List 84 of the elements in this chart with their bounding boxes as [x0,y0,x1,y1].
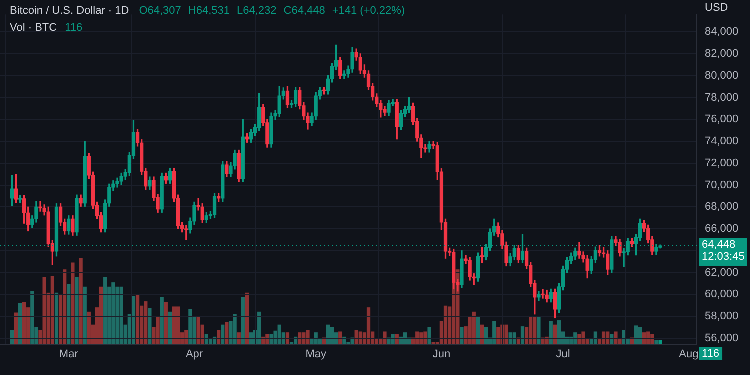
y-tick-label: 74,000 [705,136,739,148]
bar [172,306,176,345]
bar [30,291,34,345]
y-tick-label: 72,000 [705,157,739,170]
x-tick-label: Apr [186,348,204,361]
bar [225,322,229,345]
bar [63,270,67,345]
bar [654,340,658,345]
y-tick-label: 78,000 [705,92,739,104]
x-tick-label: Jul [556,348,570,361]
annotation: L64,232 [236,5,277,18]
x-tick-label: Aug [679,348,699,361]
y-axis-title: USD [705,2,728,14]
bar [196,316,200,345]
y-tick-label: 60,000 [705,288,739,301]
bar [164,302,168,345]
bar [120,286,124,345]
bar [156,316,160,345]
x-tick-label: Jun [432,348,451,361]
bar [188,309,192,345]
bar [75,277,79,345]
bar [99,286,104,345]
bar [136,294,140,345]
bar [79,258,83,345]
bar [383,332,387,345]
annotation: C64,448 [284,5,326,18]
bar [116,286,120,345]
candlestick [541,289,545,299]
bar [233,314,237,345]
bar [42,277,46,345]
bar [148,308,152,345]
bar [420,332,424,345]
annotation: H64,531 [188,5,230,18]
bar [144,302,148,345]
y-tick-label: 68,000 [705,201,739,214]
bar [574,332,578,345]
bar [132,296,136,345]
bar [650,334,654,345]
bar [22,302,26,345]
bar [176,306,180,345]
y-tick-label: 82,000 [705,48,739,60]
bar [468,316,472,345]
bar [504,324,508,345]
bar [83,286,87,345]
y-tick-label: 80,000 [705,70,739,82]
bar [302,332,306,345]
bar [614,332,618,345]
bar [306,330,310,345]
bar [104,277,108,345]
bar [71,262,75,345]
y-tick-label: 62,000 [705,266,739,279]
bar [496,327,500,345]
text: 116 [702,348,720,360]
bar [578,334,582,345]
y-tick-label: 70,000 [705,179,739,192]
bar [658,340,662,345]
bar [270,334,274,345]
y-tick-label: 58,000 [705,310,739,323]
bar [50,276,55,345]
bar [160,297,164,345]
x-tick-label: Mar [59,348,79,361]
chart-title: Vol · BTC [10,22,58,34]
candlestick [38,201,42,212]
bar [582,332,586,345]
bar [537,316,541,345]
bar [424,332,428,345]
bar [428,327,432,345]
bar [112,282,116,345]
annotation: +141 (+0.22%) [332,5,406,18]
bar [460,327,464,345]
text: 116 [65,22,83,34]
bar [241,297,245,345]
ref-line-label: 64,448 12:03:45 [702,239,745,264]
chart-title: Bitcoin / U.S. Dollar · 1D [10,5,130,18]
annotation: O64,307 [139,5,182,18]
bar [391,334,395,345]
y-tick-label: 84,000 [705,26,739,38]
x-tick-label: May [306,348,327,361]
bar [67,284,71,345]
y-tick-label: 76,000 [705,114,739,126]
y-tick-label: 66,000 [705,223,739,236]
bar [266,334,270,345]
bar [557,320,562,345]
y-tick-label: 56,000 [705,332,739,344]
